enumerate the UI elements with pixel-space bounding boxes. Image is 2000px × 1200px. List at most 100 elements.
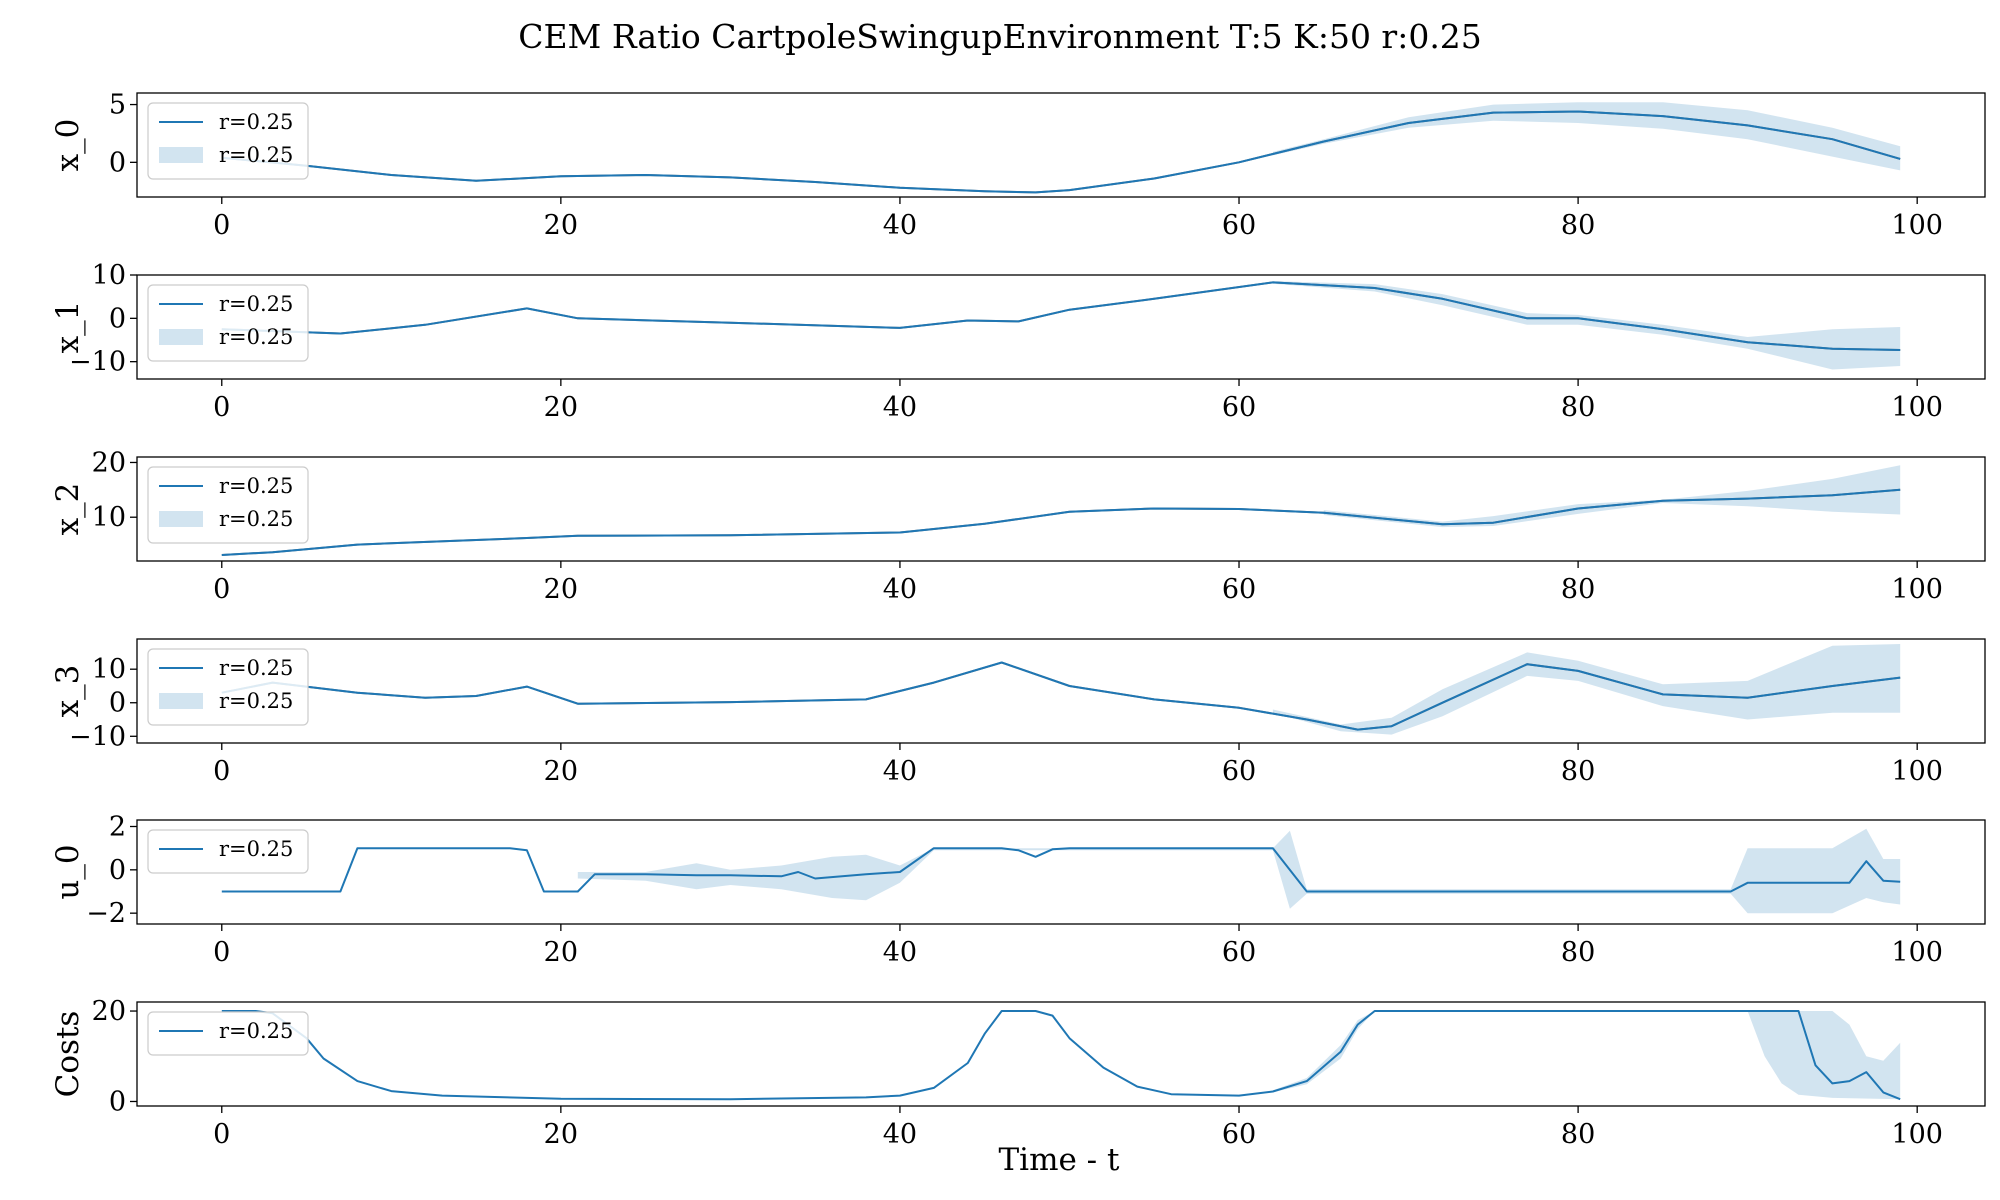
x-tick-label-2-4: 80 [1561,574,1595,605]
axes-frame-3 [136,638,1986,744]
band-4 [577,828,1901,914]
legend-label-3-1: r=0.25 [219,689,293,713]
legend-box-5 [147,1011,309,1056]
legend-1: r=0.25 r=0.25 [147,284,309,362]
axes-frame-0 [136,92,1986,198]
y-tick-label-0-0: 0 [109,147,126,178]
legend-label-5-0: r=0.25 [219,1019,293,1043]
x-tick-label-3-5: 100 [1891,756,1943,787]
legend-band-swatch-2 [159,511,203,527]
line-3 [221,661,1901,731]
band-0 [1272,102,1901,171]
legend-3: r=0.25 r=0.25 [147,648,309,726]
axes-frame-5 [136,1001,1986,1107]
y-axis-label-4: u_0 [50,844,86,899]
x-tick-label-5-0: 0 [213,1119,230,1150]
legend-label-1-1: r=0.25 [219,325,293,349]
x-tick-label-2-5: 100 [1891,574,1943,605]
y-tick-label-3-1: 0 [109,688,126,719]
x-tick-label-1-4: 80 [1561,392,1595,423]
ghost-line-2 [221,488,1901,556]
plot-area-4 [221,828,1901,914]
legend-label-2-0: r=0.25 [219,474,293,498]
x-tick-label-1-3: 60 [1222,392,1256,423]
x-tick-label-0-5: 100 [1891,210,1943,241]
line-0 [221,110,1901,194]
line-2 [221,488,1901,556]
x-tick-label-3-0: 0 [213,756,230,787]
x-tick-label-2-3: 60 [1222,574,1256,605]
panel-4: 0 20 40 60 80 100 −2 0 2 u_0 r=0.25 [50,812,1986,968]
y-axis-label-3: x_3 [50,665,86,718]
plot-area-5 [221,1010,1901,1101]
legend-label-0-1: r=0.25 [219,143,293,167]
axes-frame-2 [136,456,1986,562]
legend-0: r=0.25 r=0.25 [147,102,309,180]
y-axis-label-5: Costs [50,1011,86,1098]
legend-label-2-1: r=0.25 [219,507,293,531]
axes-frame-1 [136,274,1986,380]
x-tick-label-4-2: 40 [883,937,917,968]
axes-frame-4 [136,819,1986,925]
panel-0: 0 20 40 60 80 100 0 5 x_0 r=0.25 r=0.25 [50,90,1986,241]
x-tick-label-3-2: 40 [883,756,917,787]
panel-1: 0 20 40 60 80 100 −10 0 10x_1 r=0.25 r=0.25 [50,260,1986,423]
x-tick-label-4-5: 100 [1891,937,1943,968]
x-tick-label-0-3: 60 [1222,210,1256,241]
plot-area-1 [221,281,1901,370]
x-tick-label-2-0: 0 [213,574,230,605]
x-tick-label-3-1: 20 [544,756,578,787]
y-tick-label-5-0: 0 [109,1086,126,1117]
x-tick-label-5-5: 100 [1891,1119,1943,1150]
x-tick-label-2-2: 40 [883,574,917,605]
plot-area-2 [221,465,1901,556]
x-tick-label-3-3: 60 [1222,756,1256,787]
y-tick-label-0-1: 5 [109,90,126,121]
x-tick-label-4-0: 0 [213,937,230,968]
x-tick-label-5-3: 60 [1222,1119,1256,1150]
x-tick-label-0-4: 80 [1561,210,1595,241]
legend-band-swatch-0 [159,147,203,163]
y-tick-label-4-1: 0 [109,855,126,886]
chart-title: CEM Ratio CartpoleSwingupEnvironment T:5… [518,17,1482,56]
y-axis-label-0: x_0 [50,119,86,172]
x-tick-label-4-1: 20 [544,937,578,968]
y-tick-label-1-1: 0 [109,303,126,334]
x-tick-label-1-2: 40 [883,392,917,423]
legend-band-swatch-1 [159,329,203,345]
line-4 [221,847,1901,893]
x-tick-label-4-4: 80 [1561,937,1595,968]
x-tick-label-0-1: 20 [544,210,578,241]
x-tick-label-1-5: 100 [1891,392,1943,423]
legend-label-4-0: r=0.25 [219,837,293,861]
x-tick-label-5-4: 80 [1561,1119,1595,1150]
legend-label-3-0: r=0.25 [219,656,293,680]
x-tick-label-0-0: 0 [213,210,230,241]
y-axis-label-1: x_1 [50,301,86,354]
legend-band-swatch-3 [159,693,203,709]
plot-area-0 [221,102,1901,194]
x-tick-label-0-2: 40 [883,210,917,241]
legend-5: r=0.25 [147,1011,309,1056]
line-1 [221,281,1901,351]
y-tick-label-1-2: 10 [92,260,126,291]
x-tick-label-2-1: 20 [544,574,578,605]
x-axis-label: Time - t [999,1142,1121,1178]
x-tick-label-3-4: 80 [1561,756,1595,787]
y-axis-label-2: x_2 [50,483,86,536]
x-tick-label-1-1: 20 [544,392,578,423]
x-tick-label-4-3: 60 [1222,937,1256,968]
legend-label-1-0: r=0.25 [219,292,293,316]
x-tick-label-1-0: 0 [213,392,230,423]
y-tick-label-4-2: 2 [109,812,126,843]
x-tick-label-5-2: 40 [883,1119,917,1150]
band-3 [1272,644,1901,735]
y-tick-label-2-1: 20 [92,447,126,478]
plot-area-3 [221,644,1901,735]
y-tick-label-4-0: −2 [86,898,126,929]
y-tick-label-5-1: 20 [92,996,126,1027]
